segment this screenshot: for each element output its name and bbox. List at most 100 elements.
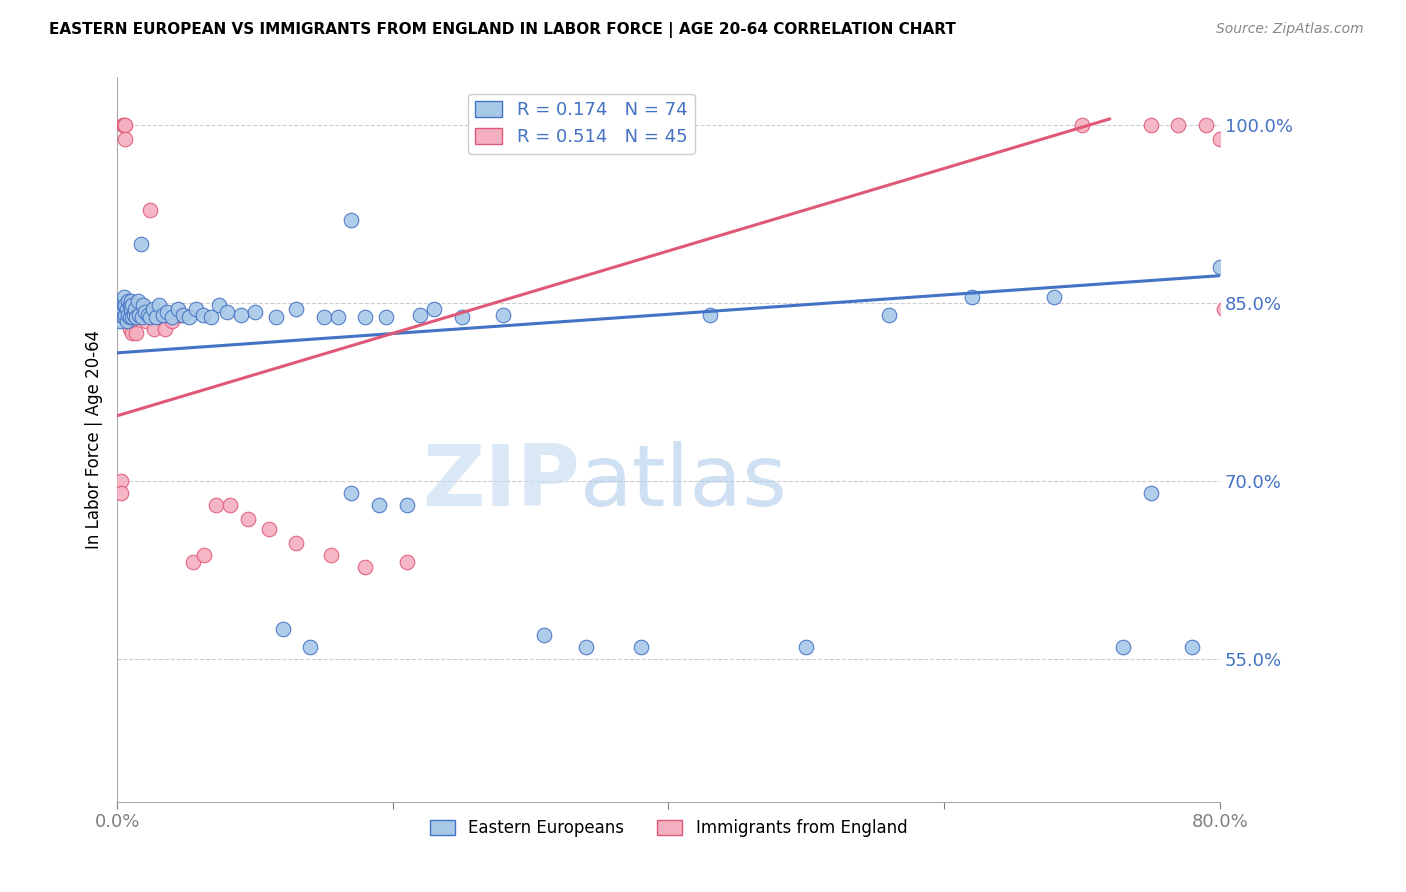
Point bbox=[243, 305, 266, 319]
Point bbox=[177, 310, 200, 325]
Point bbox=[124, 301, 146, 316]
Point bbox=[1225, 310, 1247, 325]
Point bbox=[1167, 118, 1189, 132]
Point bbox=[181, 555, 204, 569]
Point bbox=[533, 628, 555, 642]
Point bbox=[877, 308, 900, 322]
Point bbox=[191, 308, 214, 322]
Point bbox=[135, 314, 157, 328]
Point bbox=[264, 310, 287, 325]
Point bbox=[1139, 486, 1161, 500]
Point bbox=[114, 298, 136, 312]
Legend: Eastern Europeans, Immigrants from England: Eastern Europeans, Immigrants from Engla… bbox=[423, 813, 914, 844]
Point bbox=[124, 298, 146, 312]
Point bbox=[139, 310, 162, 325]
Point bbox=[122, 308, 145, 322]
Point bbox=[1219, 310, 1241, 325]
Point bbox=[111, 301, 134, 316]
Point bbox=[118, 322, 141, 336]
Point bbox=[1209, 260, 1232, 275]
Point bbox=[166, 301, 188, 316]
Point bbox=[340, 213, 363, 227]
Point bbox=[139, 203, 162, 218]
Point bbox=[354, 559, 377, 574]
Point bbox=[117, 314, 139, 328]
Point bbox=[111, 296, 134, 310]
Point bbox=[142, 301, 165, 316]
Point bbox=[120, 298, 142, 312]
Point bbox=[630, 640, 652, 655]
Point bbox=[1070, 118, 1092, 132]
Point bbox=[131, 310, 153, 325]
Point bbox=[1209, 132, 1232, 146]
Point bbox=[129, 236, 152, 251]
Point bbox=[128, 308, 150, 322]
Point bbox=[114, 132, 136, 146]
Point bbox=[112, 290, 135, 304]
Point bbox=[143, 322, 166, 336]
Point bbox=[575, 640, 598, 655]
Point bbox=[145, 310, 167, 325]
Point bbox=[1139, 118, 1161, 132]
Point bbox=[108, 314, 131, 328]
Point bbox=[110, 474, 132, 488]
Point bbox=[162, 314, 184, 328]
Point bbox=[699, 308, 721, 322]
Point bbox=[492, 308, 515, 322]
Point bbox=[148, 310, 170, 325]
Point bbox=[1212, 301, 1234, 316]
Point bbox=[368, 498, 391, 512]
Point bbox=[794, 640, 817, 655]
Point bbox=[117, 308, 139, 322]
Point bbox=[134, 305, 156, 319]
Point bbox=[112, 118, 135, 132]
Point bbox=[1112, 640, 1135, 655]
Point bbox=[374, 310, 396, 325]
Point bbox=[1043, 290, 1066, 304]
Point bbox=[169, 308, 191, 322]
Point bbox=[115, 310, 138, 325]
Point bbox=[114, 308, 136, 322]
Point bbox=[960, 290, 983, 304]
Point bbox=[127, 310, 149, 325]
Point bbox=[1181, 640, 1204, 655]
Text: ZIP: ZIP bbox=[422, 442, 581, 524]
Point bbox=[257, 522, 280, 536]
Point bbox=[236, 512, 259, 526]
Point bbox=[205, 498, 228, 512]
Point bbox=[120, 310, 142, 325]
Point bbox=[285, 536, 308, 550]
Point bbox=[112, 310, 135, 325]
Point bbox=[132, 308, 155, 322]
Point bbox=[326, 310, 349, 325]
Point bbox=[117, 293, 139, 308]
Point bbox=[127, 293, 149, 308]
Point bbox=[148, 298, 170, 312]
Point bbox=[136, 308, 159, 322]
Point bbox=[354, 310, 377, 325]
Point bbox=[122, 308, 145, 322]
Point bbox=[115, 301, 138, 316]
Point bbox=[271, 623, 294, 637]
Text: Source: ZipAtlas.com: Source: ZipAtlas.com bbox=[1216, 22, 1364, 37]
Point bbox=[193, 548, 215, 562]
Point bbox=[121, 310, 143, 325]
Point bbox=[121, 298, 143, 312]
Point bbox=[125, 310, 148, 325]
Point bbox=[155, 322, 177, 336]
Point bbox=[423, 301, 446, 316]
Point bbox=[115, 298, 138, 312]
Y-axis label: In Labor Force | Age 20-64: In Labor Force | Age 20-64 bbox=[86, 330, 103, 549]
Point bbox=[299, 640, 322, 655]
Point bbox=[184, 301, 207, 316]
Point bbox=[219, 498, 242, 512]
Point bbox=[120, 293, 142, 308]
Text: EASTERN EUROPEAN VS IMMIGRANTS FROM ENGLAND IN LABOR FORCE | AGE 20-64 CORRELATI: EASTERN EUROPEAN VS IMMIGRANTS FROM ENGL… bbox=[49, 22, 956, 38]
Point bbox=[129, 298, 152, 312]
Point bbox=[285, 301, 308, 316]
Point bbox=[319, 548, 342, 562]
Point bbox=[395, 555, 418, 569]
Point bbox=[115, 314, 138, 328]
Point bbox=[450, 310, 472, 325]
Point bbox=[200, 310, 222, 325]
